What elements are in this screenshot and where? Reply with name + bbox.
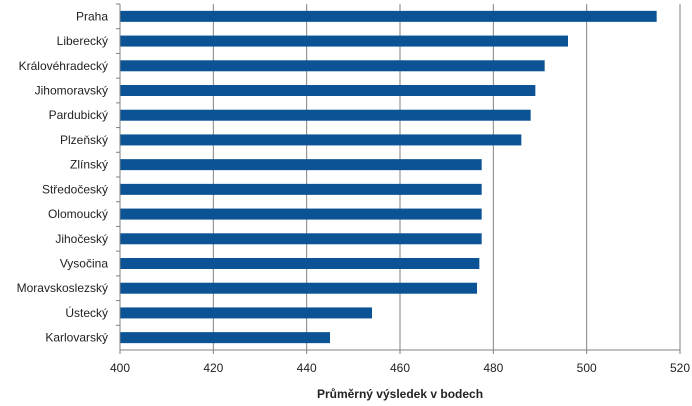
bar [120, 332, 330, 344]
category-label: Zlínský [70, 158, 108, 172]
category-label: Plzeňský [60, 133, 108, 147]
x-tick-label: 520 [670, 361, 690, 375]
bar [120, 134, 522, 146]
bar [120, 307, 372, 319]
x-tick-label: 420 [203, 361, 223, 375]
category-label: Moravskoslezský [17, 281, 108, 295]
x-tick-label: 400 [110, 361, 130, 375]
x-tick-label: 480 [483, 361, 503, 375]
bar [120, 159, 482, 171]
bar [120, 109, 531, 121]
x-tick-label: 500 [577, 361, 597, 375]
bar [120, 85, 536, 96]
bar [120, 233, 482, 245]
bar [120, 282, 477, 294]
category-label: Ústecký [65, 305, 108, 320]
category-label: Vysočina [60, 257, 109, 271]
bar [120, 35, 568, 47]
x-tick-label: 460 [390, 361, 410, 375]
category-label: Liberecký [57, 34, 108, 48]
category-label: Jihomoravský [35, 84, 108, 98]
category-label: Praha [76, 9, 108, 23]
category-label: Jihočeský [55, 232, 108, 246]
x-tick-labels: 400 420 440 460 480 500 520 [110, 350, 690, 375]
bar [120, 60, 545, 72]
x-axis-title: Průměrný výsledek v bodech [317, 387, 483, 401]
x-tick-label: 440 [297, 361, 317, 375]
bars [120, 10, 657, 344]
bar [120, 10, 657, 22]
category-label: Středočeský [42, 182, 108, 196]
category-label: Olomoucký [48, 207, 108, 221]
category-label: Pardubický [49, 108, 108, 122]
category-label: Karlovarský [45, 331, 108, 345]
bar [120, 258, 480, 269]
bar [120, 183, 482, 195]
category-label: Královéhradecký [19, 59, 108, 73]
bar [120, 208, 482, 220]
category-labels: Praha Liberecký Královéhradecký Jihomoravsk… [17, 3, 120, 345]
grid-lines [212, 4, 681, 350]
